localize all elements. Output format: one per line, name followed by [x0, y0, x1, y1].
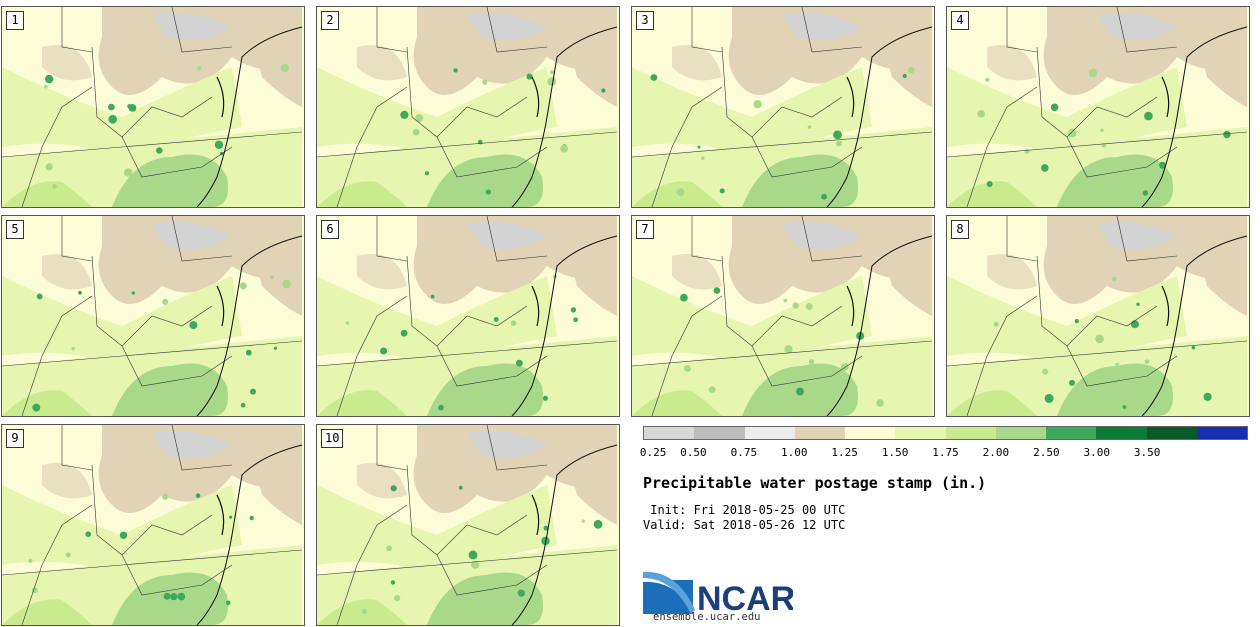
precipitable-water-map — [317, 7, 618, 207]
precipitable-water-map — [947, 216, 1248, 416]
colorbar-swatch — [694, 427, 745, 439]
ensemble-member-panel: 2 — [316, 6, 620, 208]
colorbar-swatch — [1196, 427, 1247, 439]
panel-number-label: 7 — [636, 220, 654, 239]
panel-number-label: 1 — [6, 11, 24, 30]
precipitable-water-map — [2, 216, 303, 416]
colorbar-tick-label: 1.25 — [831, 446, 858, 459]
panel-number-label: 2 — [321, 11, 339, 30]
colorbar-tick-label: 1.50 — [881, 446, 909, 459]
colorbar-tick-label: 3.50 — [1133, 446, 1161, 459]
logo-url: ensemble.ucar.edu — [653, 611, 761, 623]
colorbar-swatch — [995, 427, 1046, 439]
colorbar-tick-label: 0.25 — [639, 446, 667, 459]
ncar-logo: NCAR — [643, 571, 793, 614]
colorbar-swatch — [744, 427, 795, 439]
panel-number-label: 10 — [321, 429, 344, 448]
colorbar-swatch — [895, 427, 946, 439]
panel-number-label: 8 — [951, 220, 969, 239]
colorbar-tick-label: 1.75 — [932, 446, 959, 459]
colorbar-swatch — [945, 427, 996, 439]
panel-number-label: 9 — [6, 429, 24, 448]
chart-title: Precipitable water postage stamp (in.) — [643, 474, 987, 492]
precipitable-water-map — [2, 7, 303, 207]
panel-number-label: 3 — [636, 11, 654, 30]
colorbar-tick-label: 3.00 — [1083, 446, 1111, 459]
ensemble-member-panel: 7 — [631, 215, 935, 417]
ensemble-member-panel: 1 — [1, 6, 305, 208]
precipitable-water-colorbar — [643, 426, 1248, 440]
colorbar-tick-label: 1.00 — [781, 446, 808, 459]
panel-number-label: 6 — [321, 220, 339, 239]
precipitable-water-map — [317, 425, 618, 625]
ensemble-member-panel: 10 — [316, 424, 620, 626]
precipitable-water-map — [947, 7, 1248, 207]
ensemble-member-panel: 6 — [316, 215, 620, 417]
ensemble-member-panel: 8 — [946, 215, 1250, 417]
ncar-logo-text: NCAR — [697, 580, 793, 614]
valid-time: Valid: Sat 2018-05-26 12 UTC — [643, 518, 846, 532]
ensemble-member-panel: 3 — [631, 6, 935, 208]
colorbar-swatch — [1046, 427, 1097, 439]
precipitable-water-map — [632, 216, 933, 416]
colorbar-tick-label: 0.50 — [680, 446, 707, 459]
colorbar-swatch — [845, 427, 896, 439]
precipitable-water-map — [317, 216, 618, 416]
ensemble-member-panel: 5 — [1, 215, 305, 417]
init-time: Init: Fri 2018-05-25 00 UTC — [643, 503, 846, 517]
ensemble-member-panel: 9 — [1, 424, 305, 626]
colorbar-tick-label: 2.00 — [982, 446, 1010, 459]
colorbar-swatch — [794, 427, 845, 439]
colorbar-swatch — [1096, 427, 1147, 439]
colorbar-tick-label: 0.75 — [730, 446, 758, 459]
colorbar-tick-label: 2.50 — [1033, 446, 1060, 459]
precipitable-water-map — [632, 7, 933, 207]
colorbar-swatch — [644, 427, 695, 439]
ensemble-member-panel: 4 — [946, 6, 1250, 208]
precipitable-water-map — [2, 425, 303, 625]
panel-number-label: 5 — [6, 220, 24, 239]
panel-number-label: 4 — [951, 11, 969, 30]
colorbar-swatch — [1146, 427, 1197, 439]
